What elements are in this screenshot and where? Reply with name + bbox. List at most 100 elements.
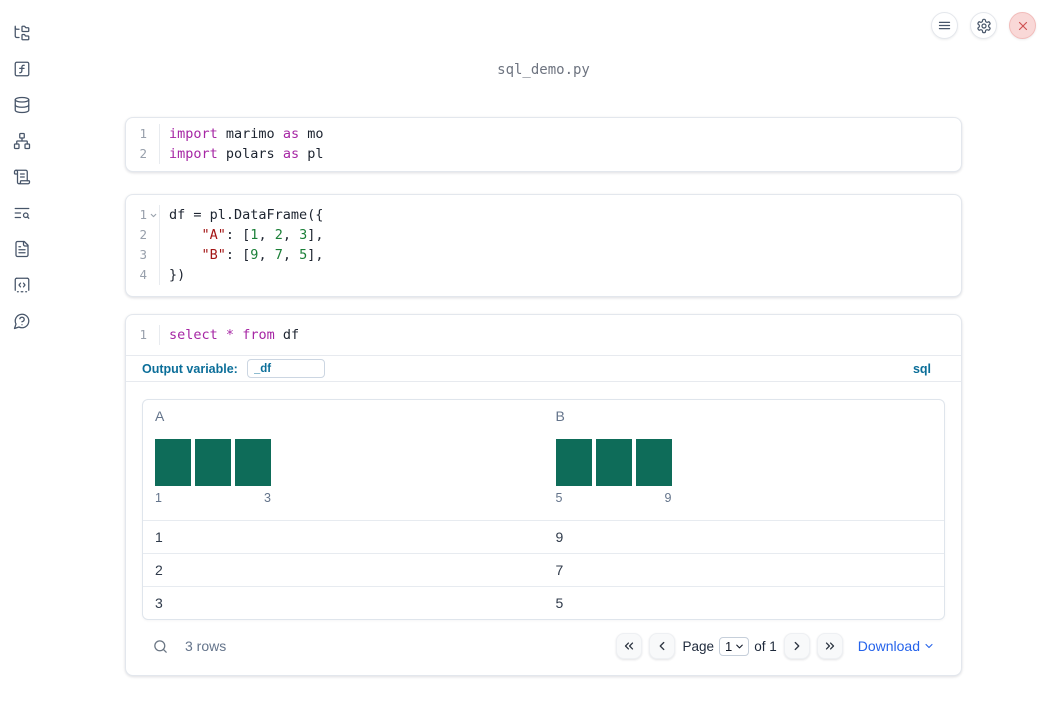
table-footer: 3 rows Page 1 bbox=[142, 629, 945, 663]
page-of-label: of 1 bbox=[754, 638, 777, 654]
code-editor[interactable]: 1 df = pl.DataFrame({2 "A": [1, 2, 3], 3 "… bbox=[126, 195, 961, 296]
menu-button[interactable] bbox=[931, 12, 958, 39]
page-select-value: 1 bbox=[724, 638, 733, 654]
fold-gutter bbox=[147, 144, 159, 164]
sidebar-dependencies-button[interactable] bbox=[8, 127, 36, 155]
notebook-filename[interactable]: sql_demo.py bbox=[497, 62, 590, 78]
line-number: 1 bbox=[139, 207, 147, 222]
histogram-bar bbox=[235, 439, 271, 486]
code-line-text: "B": [9, 7, 5], bbox=[201, 247, 324, 263]
code-line: 1 select * from df bbox=[126, 325, 961, 345]
chevrons-left-icon bbox=[625, 642, 634, 650]
helper-panel-sidebar bbox=[0, 0, 44, 713]
sidebar-scratchpad-button[interactable] bbox=[8, 199, 36, 227]
line-number: 2 bbox=[139, 146, 147, 161]
sql-editor[interactable]: 1 select * from df bbox=[126, 315, 961, 355]
sidebar-logs-button[interactable] bbox=[8, 163, 36, 191]
code-line-text: import marimo as mo bbox=[169, 126, 324, 142]
chevron-left-icon bbox=[660, 641, 665, 651]
sidebar-variables-button[interactable] bbox=[8, 55, 36, 83]
histogram-bar bbox=[195, 439, 231, 486]
language-badge[interactable]: sql bbox=[912, 361, 931, 376]
notebook-content: sql_demo.py 1 import marimo as mo 2 import … bbox=[44, 0, 1043, 676]
code-line-text: "A": [1, 2, 3], bbox=[201, 227, 324, 243]
help-bubble-icon bbox=[13, 313, 30, 330]
histogram-bar bbox=[555, 439, 592, 486]
cell-dataframe: 1 df = pl.DataFrame({2 "A": [1, 2, 3], 3 "… bbox=[125, 194, 962, 297]
prev-page-button[interactable] bbox=[649, 633, 676, 659]
gear-icon bbox=[976, 18, 991, 33]
code-line-text: select * from df bbox=[169, 327, 300, 343]
fold-chevron-icon[interactable] bbox=[147, 205, 159, 225]
row-count: 3 rows bbox=[185, 638, 227, 654]
line-number: 2 bbox=[139, 227, 147, 242]
table-cell: 3 bbox=[155, 595, 163, 611]
shutdown-button[interactable] bbox=[1009, 12, 1036, 39]
table-cell: 9 bbox=[555, 529, 564, 545]
sidebar-documentation-button[interactable] bbox=[8, 235, 36, 263]
fold-gutter bbox=[147, 245, 159, 265]
hist-max-label: 9 bbox=[664, 491, 672, 505]
chevrons-right-icon bbox=[825, 642, 834, 650]
output-variable-input[interactable] bbox=[246, 359, 325, 378]
sidebar-help-button[interactable] bbox=[8, 307, 36, 335]
sidebar-snippets-button[interactable] bbox=[8, 271, 36, 299]
code-snippets-icon bbox=[14, 277, 30, 293]
table-cell: 1 bbox=[155, 529, 163, 545]
code-line-text: import polars as pl bbox=[169, 146, 324, 162]
table-cell: 2 bbox=[155, 562, 163, 578]
code-line: 2 "A": [1, 2, 3], bbox=[126, 225, 961, 245]
sidebar-file-explorer-button[interactable] bbox=[8, 19, 36, 47]
hist-min-label: 1 bbox=[155, 491, 162, 505]
histogram-bar bbox=[595, 439, 632, 486]
cell-imports: 1 import marimo as mo 2 import polars as pl bbox=[125, 117, 962, 172]
download-button[interactable]: Download bbox=[858, 638, 935, 654]
page-select[interactable]: 1 bbox=[718, 636, 750, 656]
hist-max-label: 3 bbox=[264, 491, 271, 505]
column-header-b[interactable]: B 5 9 bbox=[544, 400, 945, 520]
document-icon bbox=[15, 240, 29, 258]
chevron-down-icon bbox=[736, 644, 744, 648]
table-header: A 1 3 B bbox=[143, 400, 944, 520]
column-name[interactable]: A bbox=[155, 408, 165, 424]
dataframe-table: A 1 3 B bbox=[142, 399, 945, 620]
cell-output: A 1 3 B bbox=[126, 382, 961, 675]
download-label: Download bbox=[857, 638, 920, 654]
fold-gutter bbox=[147, 225, 159, 245]
column-name[interactable]: B bbox=[555, 408, 565, 424]
settings-button[interactable] bbox=[970, 12, 997, 39]
code-line-text: df = pl.DataFrame({ bbox=[169, 207, 324, 223]
histogram-bar bbox=[635, 439, 672, 486]
page-label: Page bbox=[682, 638, 714, 654]
code-line: 1 import marimo as mo bbox=[126, 124, 961, 144]
page-indicator: Page 1 of 1 bbox=[682, 636, 777, 656]
list-search-icon bbox=[14, 207, 30, 219]
code-editor[interactable]: 1 import marimo as mo 2 import polars as pl bbox=[126, 118, 961, 171]
code-line: 3 "B": [9, 7, 5], bbox=[126, 245, 961, 265]
line-number: 1 bbox=[139, 126, 147, 141]
column-header-a[interactable]: A 1 3 bbox=[143, 400, 544, 520]
notebook-actions bbox=[931, 12, 1036, 39]
sidebar-datasources-button[interactable] bbox=[8, 91, 36, 119]
database-icon bbox=[14, 96, 30, 114]
chevron-down-icon bbox=[925, 643, 933, 649]
column-histogram: 5 9 bbox=[555, 439, 672, 505]
scroll-icon bbox=[13, 169, 31, 185]
column-histogram: 1 3 bbox=[155, 439, 271, 505]
next-page-button[interactable] bbox=[783, 633, 810, 659]
code-line: 2 import polars as pl bbox=[126, 144, 961, 164]
fold-gutter bbox=[147, 124, 159, 144]
shutdown-x-icon bbox=[1018, 21, 1027, 30]
first-page-button[interactable] bbox=[616, 633, 643, 659]
fold-gutter bbox=[147, 265, 159, 285]
histogram-bar bbox=[155, 439, 191, 486]
dependency-graph-icon bbox=[13, 132, 31, 150]
search-icon[interactable] bbox=[152, 638, 169, 655]
line-number: 3 bbox=[139, 247, 147, 262]
pagination: Page 1 of 1 bbox=[616, 633, 935, 659]
last-page-button[interactable] bbox=[816, 633, 843, 659]
